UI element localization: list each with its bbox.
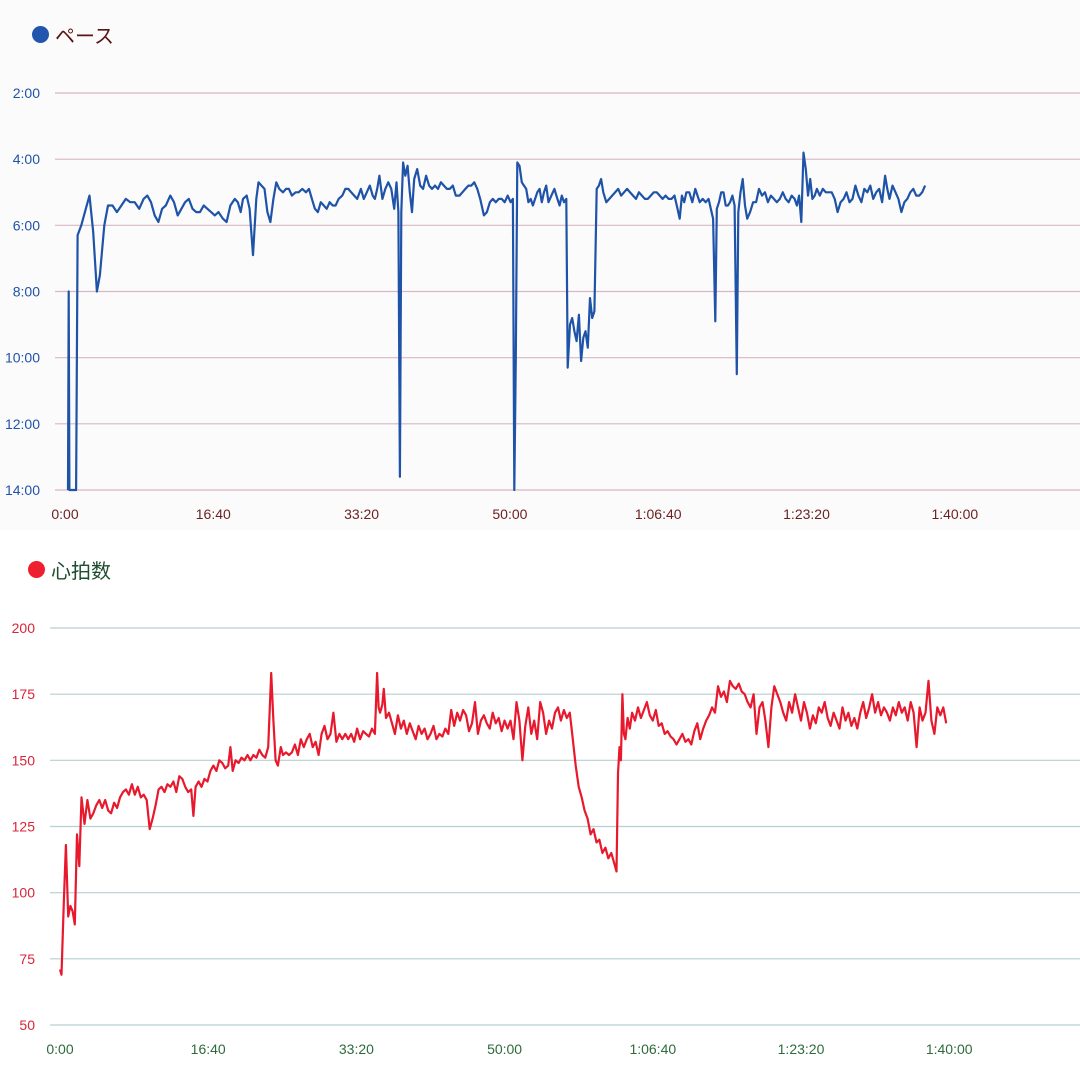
pace-legend-dot bbox=[32, 26, 49, 43]
pace-chart-panel: ペース 2:00 4:00 6:00 8:00 10:00 12:00 14:00 0:00 1… bbox=[0, 0, 1080, 530]
pace-series-line bbox=[66, 151, 927, 492]
pace-y-tick-label: 10:00 bbox=[5, 350, 40, 366]
heart-rate-x-tick-label: 1:23:20 bbox=[778, 1041, 825, 1057]
heart-rate-x-tick-label: 16:40 bbox=[191, 1041, 226, 1057]
pace-x-tick-label: 1:23:20 bbox=[783, 506, 830, 522]
pace-legend-label: ペース bbox=[55, 24, 114, 48]
pace-x-tick-label: 0:00 bbox=[51, 506, 78, 522]
heart-rate-x-tick-label: 1:40:00 bbox=[926, 1041, 973, 1057]
pace-x-tick-label: 1:06:40 bbox=[635, 506, 682, 522]
heart-rate-chart: 50 75 100 125 150 175 200 0:00 16:40 33:20 50:00 1:… bbox=[12, 620, 1080, 1057]
heart-rate-legend-label: 心拍数 bbox=[51, 559, 111, 583]
pace-x-tick-label: 50:00 bbox=[492, 506, 527, 522]
heart-rate-y-tick-label: 50 bbox=[19, 1017, 35, 1033]
heart-rate-y-tick-label: 150 bbox=[12, 752, 36, 768]
heart-rate-y-tick-label: 125 bbox=[12, 819, 36, 835]
heart-rate-y-tick-label: 200 bbox=[12, 620, 36, 636]
heart-rate-y-tick-label: 75 bbox=[19, 951, 35, 967]
pace-y-tick-label: 2:00 bbox=[13, 85, 40, 101]
heart-rate-x-tick-label: 1:06:40 bbox=[629, 1041, 676, 1057]
pace-chart: 2:00 4:00 6:00 8:00 10:00 12:00 14:00 0:00 16:40… bbox=[5, 85, 1080, 522]
heart-rate-legend: 心拍数 bbox=[28, 555, 111, 584]
heart-rate-x-tick-label: 50:00 bbox=[487, 1041, 522, 1057]
pace-x-tick-label: 16:40 bbox=[196, 506, 231, 522]
pace-y-tick-label: 14:00 bbox=[5, 482, 40, 498]
heart-rate-y-tick-label: 175 bbox=[12, 686, 36, 702]
pace-x-tick-label: 33:20 bbox=[344, 506, 379, 522]
heart-rate-chart-panel: 心拍数 50 75 100 125 150 175 200 0:00 16:40 33:20 50:… bbox=[0, 535, 1080, 1080]
pace-y-tick-label: 12:00 bbox=[5, 416, 40, 432]
heart-rate-series-line bbox=[58, 671, 948, 976]
heart-rate-legend-dot bbox=[28, 561, 45, 578]
heart-rate-y-tick-label: 100 bbox=[12, 885, 36, 901]
pace-legend: ペース bbox=[32, 20, 114, 49]
heart-rate-x-tick-label: 33:20 bbox=[339, 1041, 374, 1057]
pace-y-tick-label: 8:00 bbox=[13, 284, 40, 300]
pace-x-tick-label: 1:40:00 bbox=[931, 506, 978, 522]
pace-y-tick-label: 4:00 bbox=[13, 151, 40, 167]
heart-rate-x-tick-label: 0:00 bbox=[46, 1041, 73, 1057]
pace-y-tick-label: 6:00 bbox=[13, 217, 40, 233]
